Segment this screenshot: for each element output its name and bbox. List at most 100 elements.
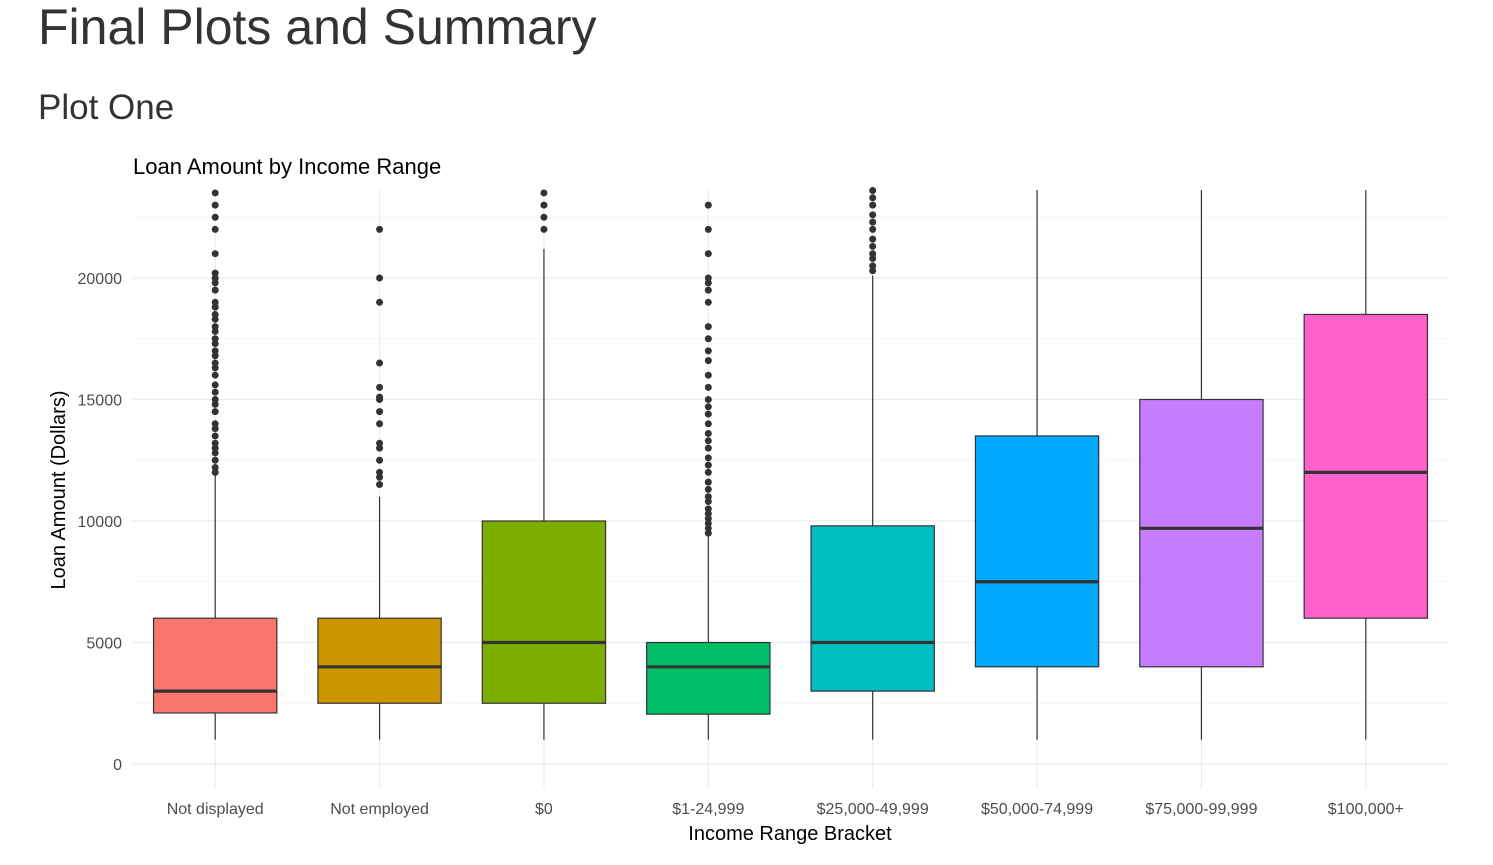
y-tick-label: 5000	[86, 636, 122, 653]
outlier-point	[869, 267, 877, 275]
outlier-point	[704, 403, 712, 411]
outlier-point	[704, 298, 712, 306]
outlier-point	[376, 420, 384, 428]
y-tick-label: 20000	[78, 271, 123, 288]
outlier-point	[211, 315, 219, 323]
outlier-point	[211, 468, 219, 476]
outlier-point	[376, 393, 384, 401]
outlier-point	[704, 335, 712, 343]
y-tick-label: 0	[113, 757, 122, 774]
box	[152, 617, 278, 714]
outlier-point	[540, 213, 548, 221]
box	[646, 641, 771, 715]
outlier-point	[376, 456, 384, 464]
outlier-point	[704, 323, 712, 331]
outlier-point	[869, 225, 877, 233]
outlier-point	[211, 310, 219, 318]
box	[481, 520, 607, 704]
outlier-point	[211, 323, 219, 331]
y-tick-labels: 0 5000 10000 15000 20000	[78, 271, 123, 774]
outlier-point	[211, 444, 219, 452]
outlier-point	[211, 371, 219, 379]
outlier-point	[211, 298, 219, 306]
outlier-point	[704, 519, 712, 527]
outlier-point	[869, 250, 877, 258]
outlier-point	[376, 468, 384, 476]
outlier-point	[211, 335, 219, 343]
outlier-point	[211, 381, 219, 389]
outlier-point	[704, 347, 712, 355]
x-tick-label: $50,000-74,999	[981, 801, 1093, 818]
outlier-point	[376, 383, 384, 391]
page-subheading: Plot One	[38, 88, 175, 127]
outlier-point	[211, 439, 219, 447]
outlier-point	[211, 269, 219, 277]
outlier-point	[704, 383, 712, 391]
y-tick-label: 10000	[78, 514, 123, 531]
outlier-point	[704, 493, 712, 501]
outlier-point	[704, 444, 712, 452]
outlier-point	[211, 400, 219, 408]
outlier-point	[211, 425, 219, 433]
outlier-point	[704, 515, 712, 523]
outlier-point	[376, 274, 384, 282]
outlier-point	[704, 461, 712, 469]
outlier-point	[211, 388, 219, 396]
outlier-point	[704, 468, 712, 476]
outlier-point	[704, 396, 712, 403]
page-heading: Final Plots and Summary	[38, 0, 597, 55]
outlier-point	[211, 213, 219, 221]
outlier-point	[869, 255, 877, 263]
outlier-point	[376, 298, 384, 306]
outlier-point	[704, 437, 712, 445]
outlier-point	[869, 262, 877, 270]
outlier-point	[211, 347, 219, 355]
outlier-point	[376, 473, 384, 481]
x-tick-label: Not displayed	[167, 801, 264, 818]
outlier-point	[211, 189, 219, 197]
outlier-point	[704, 410, 712, 418]
x-tick-label: Not employed	[330, 801, 429, 818]
box	[1303, 313, 1429, 619]
box	[810, 525, 935, 692]
y-tick-label: 15000	[78, 393, 123, 410]
outlier-point	[211, 364, 219, 372]
outlier-point	[211, 201, 219, 209]
x-tick-labels: Not displayed Not employed $0 $1-24,999 $25,…	[167, 801, 1404, 818]
outlier-point	[704, 279, 712, 287]
outlier-point	[704, 430, 712, 438]
box	[974, 435, 1100, 668]
outlier-point	[211, 279, 219, 287]
box	[317, 617, 442, 704]
outlier-point	[211, 396, 219, 403]
outlier-point	[704, 478, 712, 486]
outlier-point	[540, 201, 548, 209]
outlier-point	[211, 359, 219, 367]
x-tick-label: $1-24,999	[672, 801, 744, 818]
outlier-point	[704, 529, 712, 537]
outlier-point	[704, 420, 712, 428]
outlier-point	[211, 225, 219, 233]
outlier-point	[211, 340, 219, 348]
outlier-point	[704, 454, 712, 462]
x-axis-title: Income Range Bracket	[688, 823, 892, 845]
outlier-point	[704, 225, 712, 233]
outlier-point	[869, 235, 877, 243]
outlier-point	[211, 274, 219, 282]
x-tick-label: $25,000-49,999	[817, 801, 929, 818]
outlier-point	[704, 201, 712, 209]
outlier-point	[540, 225, 548, 233]
outlier-point	[211, 449, 219, 457]
x-tick-label: $75,000-99,999	[1145, 801, 1257, 818]
outlier-point	[211, 303, 219, 311]
chart-title: Loan Amount by Income Range	[133, 154, 441, 179]
outlier-point	[211, 352, 219, 360]
outlier-point	[869, 187, 877, 195]
outlier-point	[211, 432, 219, 440]
outlier-point	[211, 250, 219, 258]
outlier-point	[211, 408, 219, 416]
outlier-point	[211, 327, 219, 335]
x-tick-label: $100,000+	[1328, 801, 1404, 818]
outlier-point	[376, 481, 384, 489]
box	[1139, 398, 1264, 668]
